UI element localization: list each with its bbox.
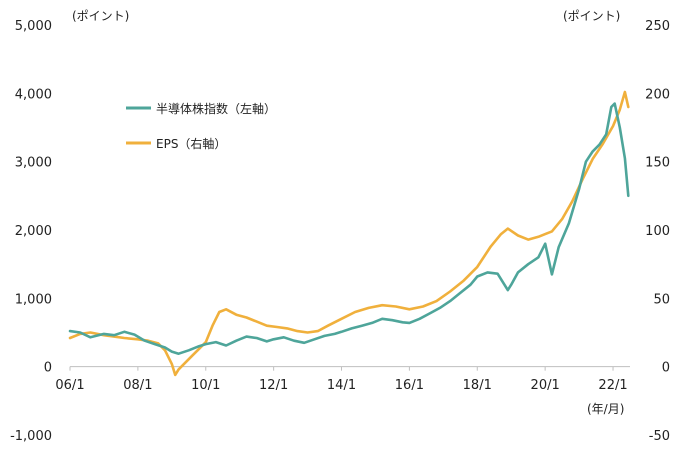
legend: 半導体株指数（左軸） EPS（右軸） [126, 101, 276, 151]
x-tick-label: 10/1 [191, 378, 220, 393]
x-tick-label: 06/1 [55, 378, 84, 393]
x-tick-label: 14/1 [327, 378, 356, 393]
right-tick-label: -50 [649, 429, 670, 444]
x-tick-label: 12/1 [259, 378, 288, 393]
left-axis-ticks: 5,000 4,000 3,000 2,000 1,000 0 -1,000 [10, 19, 52, 444]
right-tick-label: 50 [653, 292, 670, 307]
right-tick-label: 150 [645, 156, 670, 171]
x-tick-label: 16/1 [395, 378, 424, 393]
left-tick-label: 1,000 [15, 292, 52, 307]
right-tick-label: 200 [645, 87, 670, 102]
left-tick-label: 4,000 [15, 87, 52, 102]
x-tick-label: 20/1 [531, 378, 560, 393]
left-tick-label: 5,000 [15, 19, 52, 34]
legend-label-semiconductor-index: 半導体株指数（左軸） [156, 101, 276, 116]
x-axis-unit-label: (年/月) [587, 402, 624, 416]
x-axis-ticks: 06/1 08/1 10/1 12/1 14/1 16/1 18/1 20/1 22/1 [55, 366, 628, 393]
right-tick-label: 0 [662, 361, 670, 376]
left-tick-label: 0 [44, 361, 52, 376]
right-tick-label: 250 [645, 19, 670, 34]
right-axis-ticks: 250 200 150 100 50 0 -50 [645, 19, 670, 444]
series-lines [68, 90, 630, 377]
x-tick-label: 18/1 [463, 378, 492, 393]
left-tick-label: -1,000 [10, 429, 52, 444]
legend-label-eps: EPS（右軸） [156, 136, 226, 151]
series-line-semiconductor-index [68, 102, 630, 356]
right-tick-label: 100 [645, 224, 670, 239]
left-axis-unit-label: (ポイント) [72, 9, 129, 23]
left-tick-label: 2,000 [15, 224, 52, 239]
right-axis-unit-label: (ポイント) [563, 9, 620, 23]
x-tick-label: 22/1 [598, 378, 627, 393]
x-tick-label: 08/1 [123, 378, 152, 393]
series-line-eps [68, 90, 630, 377]
left-tick-label: 3,000 [15, 156, 52, 171]
